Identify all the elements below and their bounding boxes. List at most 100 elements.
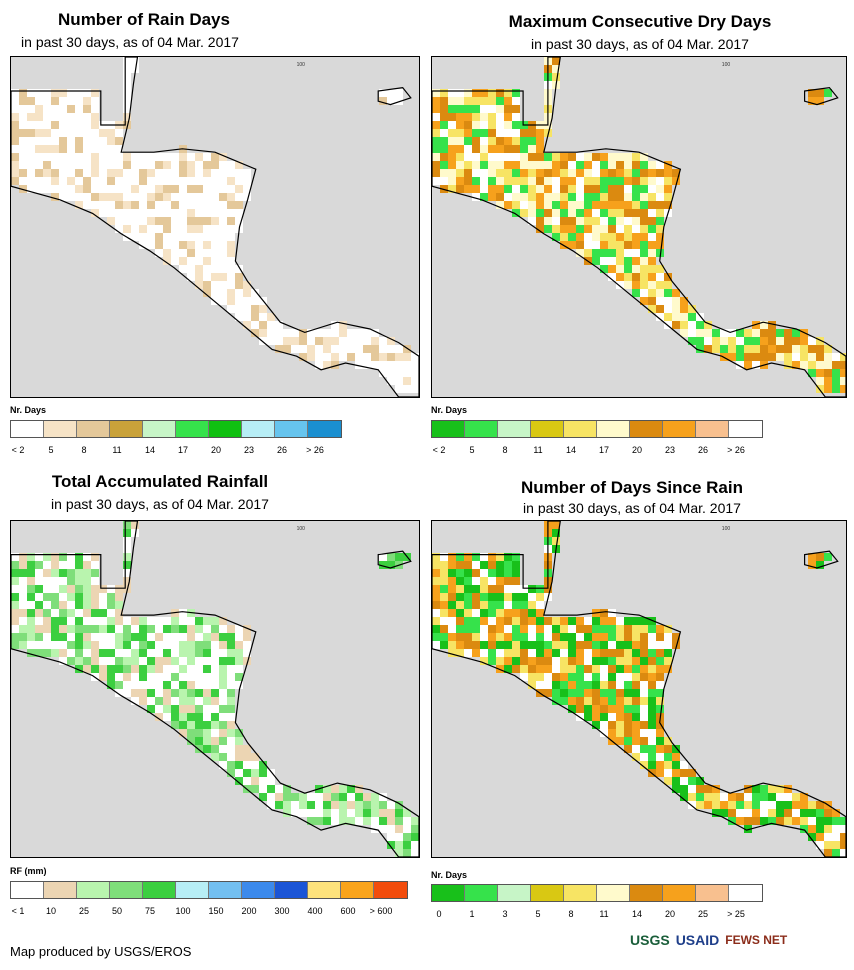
map-cell	[584, 201, 592, 209]
map-cell	[307, 353, 315, 361]
map-cell	[528, 177, 536, 185]
map-cell	[688, 777, 696, 785]
map-cell	[624, 745, 632, 753]
map-cell	[720, 329, 728, 337]
map-cell	[504, 609, 512, 617]
map-cell	[371, 801, 379, 809]
map-cell	[155, 169, 163, 177]
map-cell	[584, 705, 592, 713]
map-frame[interactable]: 100	[10, 56, 420, 398]
map-cell	[123, 521, 131, 529]
legend-swatch	[77, 882, 110, 898]
map-cell	[195, 209, 203, 217]
map-cell	[227, 273, 235, 281]
map-cell	[219, 697, 227, 705]
map-cell	[536, 601, 544, 609]
map-cell	[584, 673, 592, 681]
map-cell	[179, 689, 187, 697]
map-cell	[584, 177, 592, 185]
map-cell	[171, 201, 179, 209]
map-cell	[632, 729, 640, 737]
map-cell	[283, 337, 291, 345]
map-cell	[363, 801, 371, 809]
map-cell	[808, 833, 816, 841]
map-cell	[600, 633, 608, 641]
map-cell	[51, 145, 59, 153]
map-cell	[43, 649, 51, 657]
map-cell	[632, 673, 640, 681]
map-cell	[440, 553, 448, 561]
map-cell	[840, 353, 846, 361]
map-cell	[504, 625, 512, 633]
map-cell	[456, 121, 464, 129]
map-cell	[488, 121, 496, 129]
map-cell	[35, 185, 43, 193]
map-cell	[187, 617, 195, 625]
map-cell	[195, 721, 203, 729]
map-cell	[608, 697, 616, 705]
map-cell	[464, 569, 472, 577]
map-cell	[608, 161, 616, 169]
map-cell	[760, 817, 768, 825]
map-cell	[227, 745, 235, 753]
legend-tick-label: 600	[340, 906, 356, 916]
map-cell	[107, 145, 115, 153]
map-cell	[203, 689, 211, 697]
map-cell	[656, 657, 664, 665]
map-cell	[187, 273, 195, 281]
map-cell	[656, 633, 664, 641]
map-cell	[91, 89, 99, 97]
map-cell	[688, 769, 696, 777]
map-cell	[432, 601, 440, 609]
map-cell	[19, 161, 27, 169]
map-cell	[624, 209, 632, 217]
map-cell	[624, 689, 632, 697]
map-cell	[504, 137, 512, 145]
map-cell	[536, 673, 544, 681]
map-cell	[576, 217, 584, 225]
map-cell	[544, 649, 552, 657]
map-cell	[11, 105, 19, 113]
map-cell	[472, 185, 480, 193]
map-cell	[395, 377, 403, 385]
map-cell	[480, 105, 488, 113]
map-cell	[35, 553, 43, 561]
map-cell	[203, 289, 211, 297]
map-cell	[744, 793, 752, 801]
map-cell	[768, 809, 776, 817]
map-cell	[472, 633, 480, 641]
map-cell	[536, 161, 544, 169]
map-cell	[195, 161, 203, 169]
map-cell	[195, 697, 203, 705]
map-cell	[99, 625, 107, 633]
map-cell	[640, 721, 648, 729]
map-cell	[520, 201, 528, 209]
map-cell	[35, 161, 43, 169]
map-cell	[648, 201, 656, 209]
map-cell	[648, 193, 656, 201]
map-cell	[488, 569, 496, 577]
map-cell	[115, 209, 123, 217]
map-cell	[632, 217, 640, 225]
map-cell	[448, 129, 456, 137]
map-frame[interactable]: 100	[10, 520, 420, 858]
legend-swatch	[110, 882, 143, 898]
map-cell	[395, 385, 403, 393]
map-cell	[560, 689, 568, 697]
map-cell	[720, 337, 728, 345]
map-cell	[608, 209, 616, 217]
map-cell	[432, 633, 440, 641]
legend-tick-label: 26	[276, 445, 288, 455]
map-cell	[115, 129, 123, 137]
map-cell	[616, 617, 624, 625]
map-frame[interactable]: 100	[431, 520, 847, 858]
map-cell	[99, 209, 107, 217]
map-cell	[147, 233, 155, 241]
map-cell	[299, 353, 307, 361]
map-cell	[171, 225, 179, 233]
map-cell	[387, 817, 395, 825]
map-cell	[616, 169, 624, 177]
map-cell	[91, 633, 99, 641]
map-cell	[544, 185, 552, 193]
map-frame[interactable]: 100	[431, 56, 847, 398]
